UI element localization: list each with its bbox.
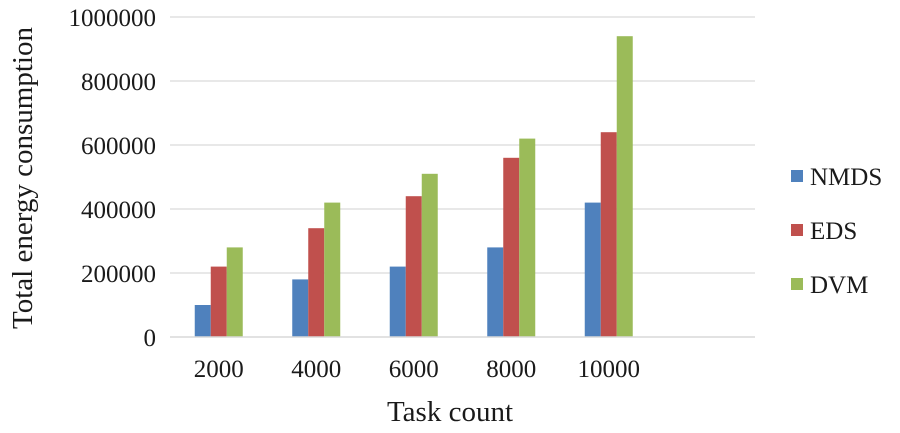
x-tick-label: 2000 xyxy=(194,356,244,383)
legend-swatch-nmds xyxy=(791,170,803,182)
bar-eds-10000 xyxy=(600,132,617,337)
y-tick-label: 200000 xyxy=(81,261,156,288)
x-tick-label: 6000 xyxy=(389,356,439,383)
gridlines xyxy=(170,16,755,274)
x-axis-tick-labels: 2000 4000 6000 8000 10000 xyxy=(194,356,640,383)
y-tick-label: 400000 xyxy=(81,197,156,224)
bar-nmds-8000 xyxy=(487,247,504,337)
bar-nmds-4000 xyxy=(292,279,309,337)
x-tick-label: 10000 xyxy=(578,356,641,383)
bar-dvm-8000 xyxy=(519,138,536,337)
bar-nmds-10000 xyxy=(584,202,601,337)
x-axis-title: Task count xyxy=(387,396,513,428)
bar-nmds-2000 xyxy=(194,305,211,337)
x-tick-label: 4000 xyxy=(291,356,341,383)
y-axis-title: Total energy consumption xyxy=(7,27,39,329)
x-tick-label: 8000 xyxy=(486,356,536,383)
bar-dvm-6000 xyxy=(421,173,438,337)
y-axis-tick-labels: 0 200000 400000 600000 800000 1000000 xyxy=(69,5,157,352)
bar-eds-4000 xyxy=(308,228,325,337)
legend-label-dvm: DVM xyxy=(810,272,868,299)
legend-label-nmds: NMDS xyxy=(810,164,882,191)
y-tick-label: 1000000 xyxy=(69,5,157,32)
bar-eds-6000 xyxy=(405,196,422,337)
bars xyxy=(194,36,633,337)
bar-dvm-2000 xyxy=(226,247,243,337)
legend: NMDS EDS DVM xyxy=(791,164,882,299)
legend-swatch-eds xyxy=(791,224,803,236)
bar-eds-8000 xyxy=(503,157,520,337)
bar-dvm-10000 xyxy=(616,36,633,337)
bar-dvm-4000 xyxy=(324,202,341,337)
bar-eds-2000 xyxy=(210,266,227,337)
bar-nmds-6000 xyxy=(389,266,406,337)
y-tick-label: 0 xyxy=(144,325,157,352)
y-tick-label: 600000 xyxy=(81,133,156,160)
legend-swatch-dvm xyxy=(791,278,803,290)
y-tick-label: 800000 xyxy=(81,69,156,96)
legend-label-eds: EDS xyxy=(810,218,857,245)
